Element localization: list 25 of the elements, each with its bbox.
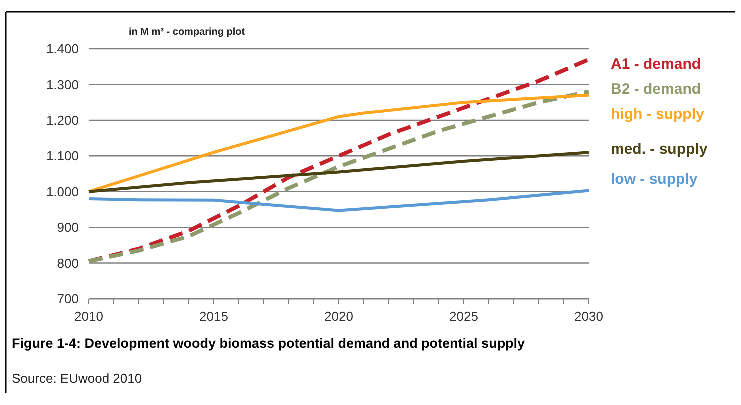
series-label: med. - supply: [611, 141, 708, 158]
y-tick-label: 1.100: [46, 148, 79, 164]
x-tick-label: 2010: [74, 309, 104, 324]
line-series: [88, 94, 590, 194]
series-label: B2 - demand: [611, 81, 702, 98]
series-label: low - supply: [611, 171, 698, 188]
y-tick-label: 900: [57, 220, 79, 236]
series-label: high - supply: [611, 106, 705, 123]
y-tick-label: 1.000: [46, 184, 79, 200]
source-note: Source: EUwood 2010: [12, 371, 142, 386]
line-series: [87, 90, 591, 264]
x-tick-label: 2030: [574, 309, 604, 324]
x-tick-label: 2025: [450, 309, 478, 324]
y-tick-label: 1.300: [46, 77, 79, 92]
y-tick-label: 1.400: [46, 42, 79, 57]
text: Figure 1-4: Development woody biomass potential demand and potential supply: [12, 336, 526, 351]
y-axis-title: in M m³ - comparing plot: [129, 27, 246, 38]
y-tick-label: 800: [57, 256, 79, 271]
x-tick-label: 2015: [200, 309, 228, 324]
x-tick-label: 2020: [324, 309, 354, 324]
line-series: [88, 151, 590, 194]
line-series: [88, 189, 590, 212]
series-label: A1 - demand: [611, 56, 702, 73]
y-tick-label: 1.200: [46, 112, 79, 128]
y-tick-label: 700: [57, 292, 79, 307]
